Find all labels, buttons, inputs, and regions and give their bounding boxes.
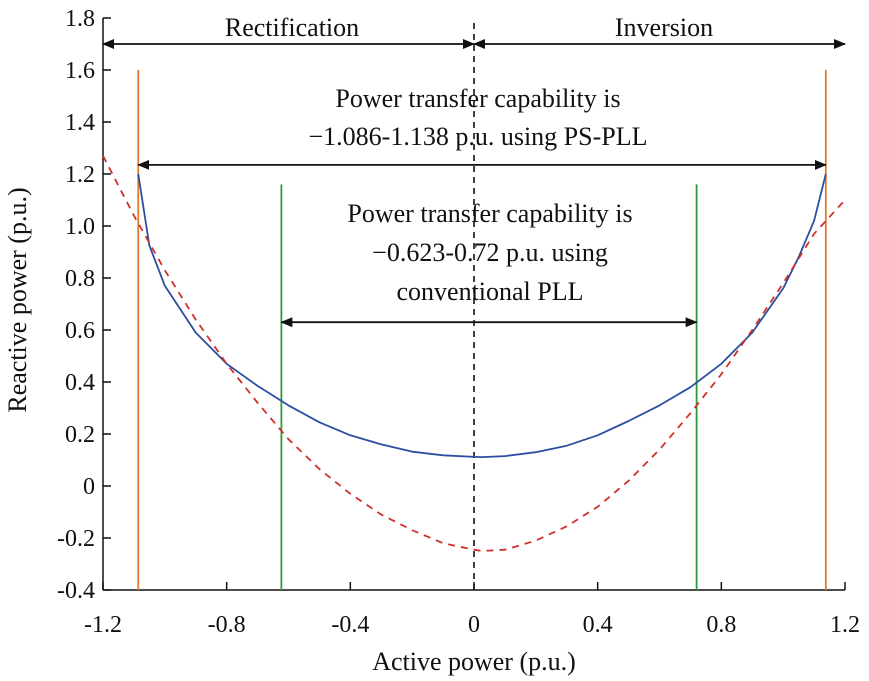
conv-annotation-line-3: conventional PLL bbox=[396, 277, 583, 306]
conv-annotation-line-2: −0.623-0.72 p.u. using bbox=[372, 238, 608, 267]
x-tick-label: 0 bbox=[468, 612, 480, 638]
rectification-label: Rectification bbox=[225, 13, 359, 42]
x-tick-label: -0.4 bbox=[331, 612, 369, 638]
y-tick-label: 1.2 bbox=[65, 162, 95, 188]
annotations: Rectification Inversion Power transfer c… bbox=[225, 13, 713, 306]
y-tick-label: 1.0 bbox=[65, 214, 95, 240]
conv-annotation-line-1: Power transfer capability is bbox=[347, 199, 632, 228]
pspll-annotation-line-1: Power transfer capability is bbox=[335, 84, 620, 113]
pspll-annotation-line-2: −1.086-1.138 p.u. using PS-PLL bbox=[309, 122, 648, 151]
y-tick-label: 0.4 bbox=[65, 370, 95, 396]
x-tick-label: -0.8 bbox=[208, 612, 246, 638]
ps-pll-curve bbox=[137, 173, 827, 459]
y-tick-label: 0.8 bbox=[65, 266, 95, 292]
conventional-pll-curve bbox=[102, 155, 846, 552]
y-tick-label: -0.4 bbox=[57, 578, 95, 604]
x-tick-label: 0.4 bbox=[583, 612, 613, 638]
y-tick-label: 0 bbox=[83, 474, 95, 500]
x-tick-label: 0.8 bbox=[706, 612, 736, 638]
x-tick-label: 1.2 bbox=[830, 612, 860, 638]
inversion-label: Inversion bbox=[615, 13, 713, 42]
x-tick-label: -1.2 bbox=[84, 612, 122, 638]
y-tick-label: 1.4 bbox=[65, 110, 95, 136]
y-tick-label: -0.2 bbox=[57, 526, 95, 552]
y-tick-label: 0.2 bbox=[65, 422, 95, 448]
y-tick-label: 0.6 bbox=[65, 318, 95, 344]
y-axis-label: Reactive power (p.u.) bbox=[3, 187, 32, 412]
x-axis-label: Active power (p.u.) bbox=[372, 647, 576, 676]
y-tick-label: 1.6 bbox=[65, 58, 95, 84]
axis-ticks: -1.2 -0.8 -0.4 0 0.4 0.8 1.2 -0.4 -0.2 0 0.2 0.4 0.6… bbox=[57, 6, 860, 638]
y-tick-label: 1.8 bbox=[65, 6, 95, 32]
